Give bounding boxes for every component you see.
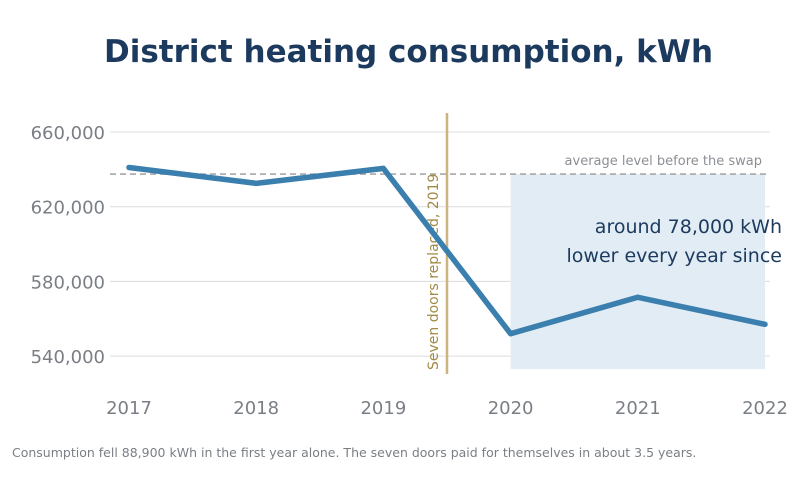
x-tick-label-2018: 2018 xyxy=(233,398,279,419)
data-point-2022 xyxy=(762,321,768,327)
y-tick-label-660000: 660,000 xyxy=(31,123,105,144)
callout-line-1: around 78,000 kWh xyxy=(595,216,782,238)
y-tick-label-580000: 580,000 xyxy=(31,272,105,293)
x-tick-label-2017: 2017 xyxy=(106,398,152,419)
reference-line-label: average level before the swap xyxy=(565,154,762,169)
data-point-2019 xyxy=(380,165,386,171)
x-tick-label-2022: 2022 xyxy=(742,398,788,419)
x-tick-label-2019: 2019 xyxy=(360,398,406,419)
series-line xyxy=(126,164,768,337)
x-tick-label-2021: 2021 xyxy=(615,398,661,419)
chart-title: District heating consumption, kWh xyxy=(104,34,713,70)
shaded-region xyxy=(510,174,765,370)
chart-footnote: Consumption fell 88,900 kWh in the first… xyxy=(12,445,696,460)
y-tick-label-540000: 540,000 xyxy=(31,347,105,368)
data-point-2018 xyxy=(253,180,259,186)
data-point-2020 xyxy=(508,331,514,337)
plot-area: 540,000 580,000 620,000 660,000 average leve… xyxy=(31,113,788,419)
event-label: Seven doors replaced, 2019 xyxy=(426,174,442,370)
y-tick-label-620000: 620,000 xyxy=(31,198,105,219)
data-point-2021 xyxy=(635,294,641,300)
x-tick-label-2020: 2020 xyxy=(488,398,534,419)
data-point-2017 xyxy=(126,164,132,170)
callout-line-2: lower every year since xyxy=(567,245,783,267)
